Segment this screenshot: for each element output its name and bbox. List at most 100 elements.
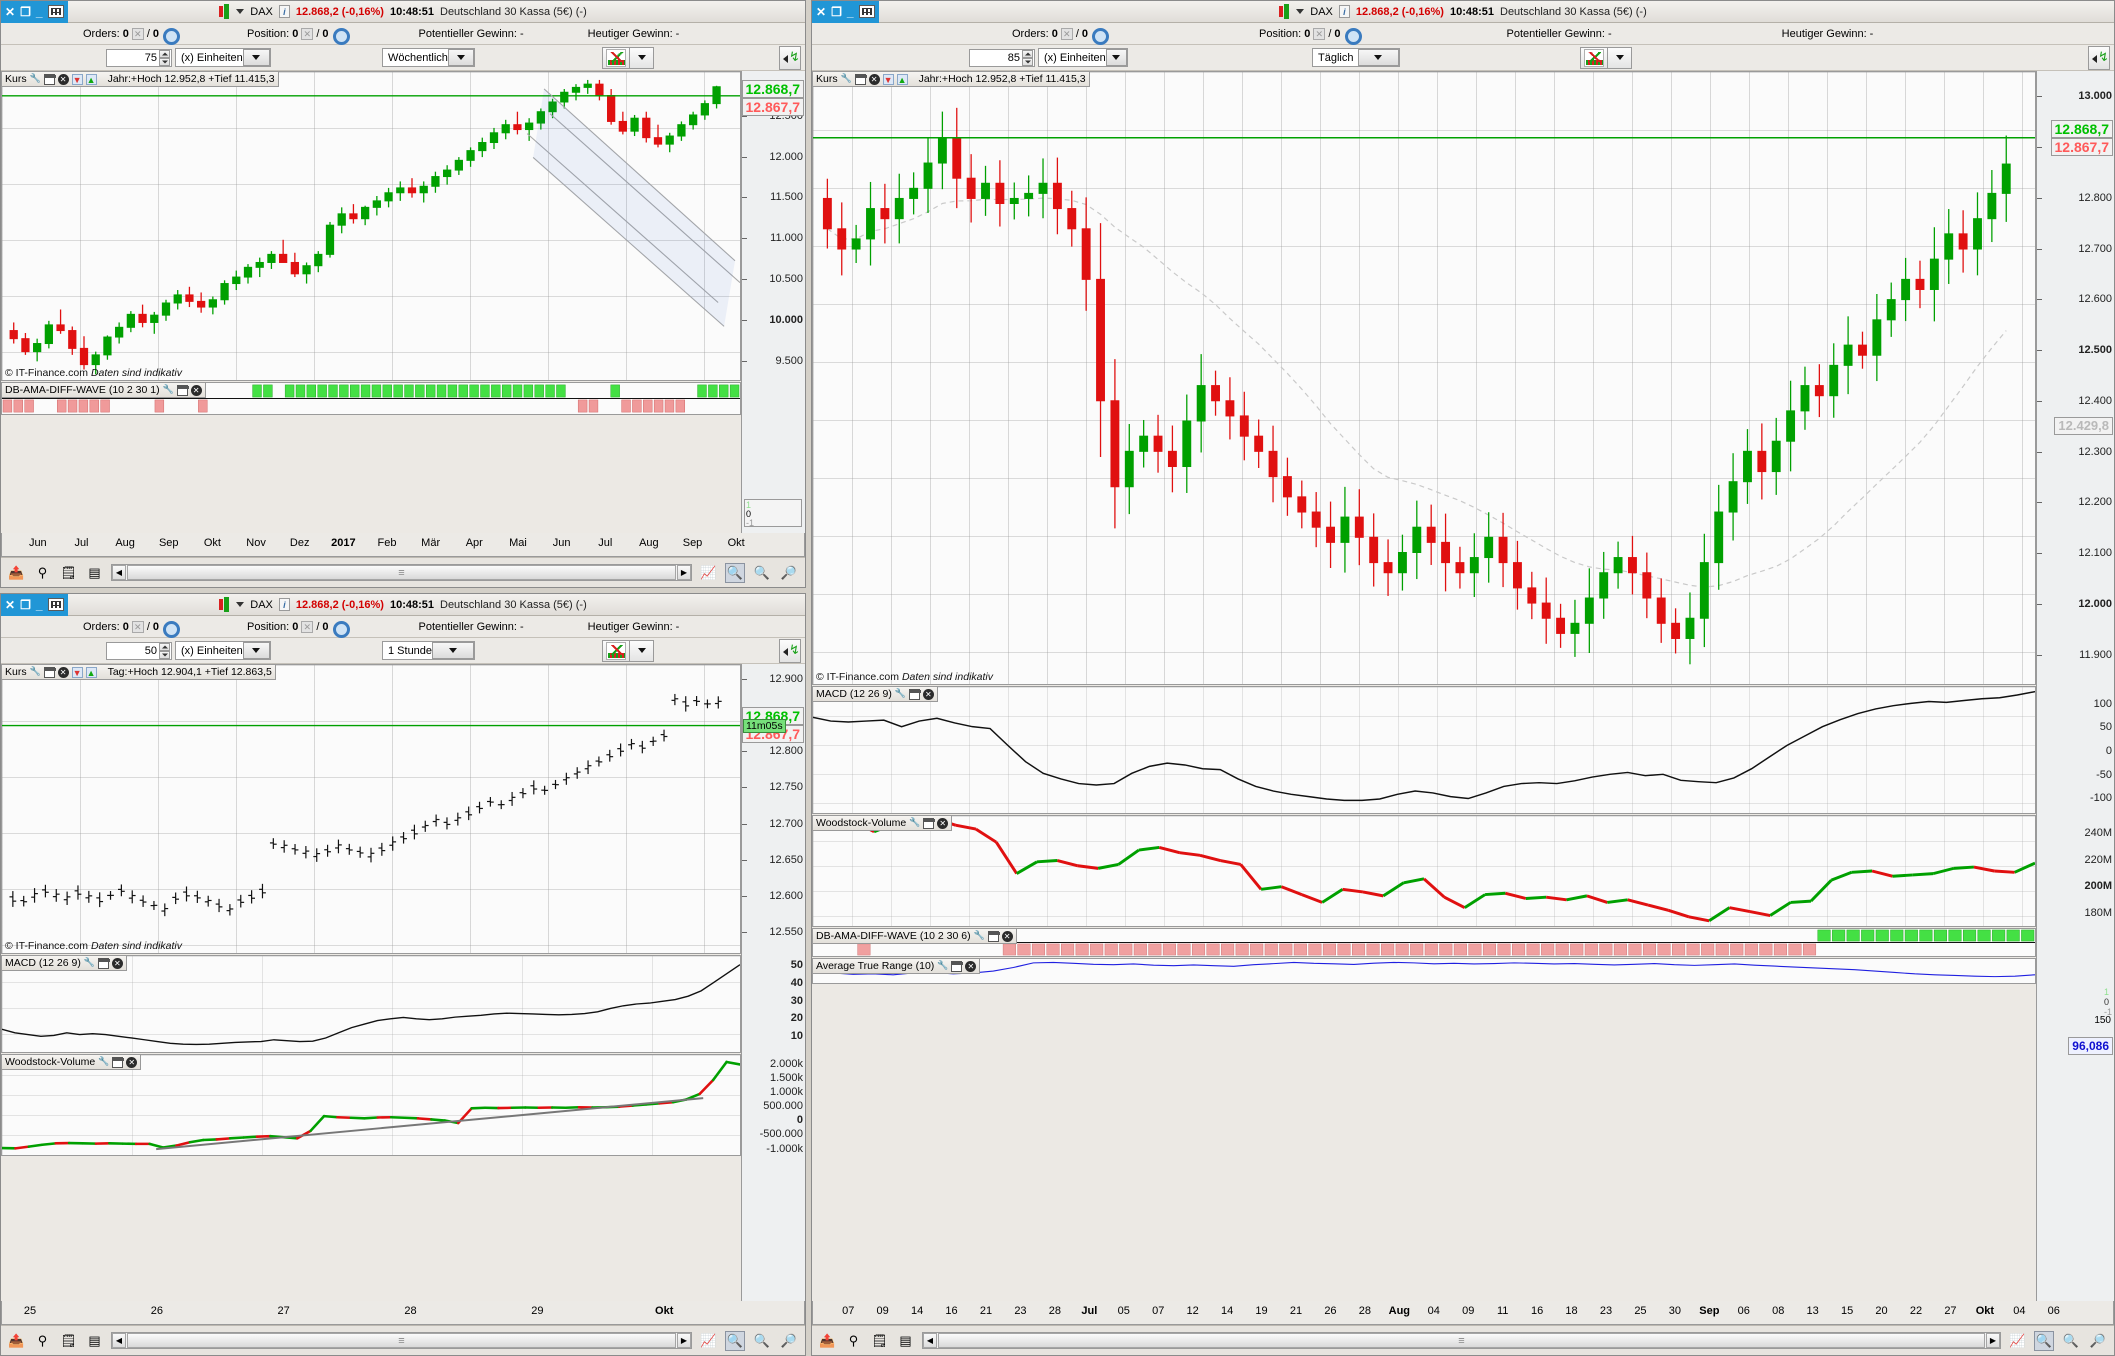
settings-wrench-icon[interactable]	[84, 957, 95, 969]
add-indicator-button[interactable]	[1580, 46, 1608, 69]
timeframe-select[interactable]: Wöchentlich	[382, 48, 475, 67]
close-icon[interactable]	[57, 666, 69, 678]
info-icon[interactable]: i	[278, 598, 290, 611]
units-stepper[interactable]	[106, 641, 172, 660]
close-icon[interactable]	[1001, 930, 1013, 942]
units-spin-arrows[interactable]	[159, 642, 170, 659]
close-icon[interactable]	[922, 688, 934, 700]
add-indicator-button[interactable]	[602, 639, 630, 662]
hourly-macd-pane[interactable]: MACD (12 26 9)	[1, 955, 741, 1053]
window-icon[interactable]	[176, 384, 189, 396]
chevron-down-icon[interactable]	[1105, 49, 1127, 66]
weekly-price-pane[interactable]: Kurs Jahr:+Hoch 12.952,8 +Tief 11.415,3	[1, 71, 741, 381]
window-icon[interactable]	[987, 930, 1000, 942]
hourly-time-axis[interactable]: 25 26 27 28 29 Okt	[1, 1301, 805, 1325]
chevron-down-icon[interactable]	[432, 642, 474, 659]
indicator-dropdown-button[interactable]	[630, 639, 654, 662]
layers-icon[interactable]: ▤	[88, 1332, 101, 1348]
scrollbar-thumb[interactable]: ≡	[127, 565, 676, 580]
daily-atr-pane[interactable]: Average True Range (10)	[812, 958, 2036, 984]
gear-icon[interactable]	[1091, 27, 1109, 45]
units-stepper[interactable]	[969, 48, 1035, 67]
units-spin-arrows[interactable]	[1022, 49, 1033, 66]
settings-wrench-icon[interactable]	[163, 384, 174, 396]
window-icon[interactable]	[908, 688, 921, 700]
window-icon[interactable]	[43, 666, 56, 678]
close-icon[interactable]	[190, 384, 202, 396]
scroll-left-icon[interactable]: ◀	[923, 1333, 937, 1348]
units-type-select[interactable]: (x) Einheiten	[1038, 48, 1128, 67]
vertical-splitter[interactable]	[806, 0, 811, 1356]
info-icon[interactable]: i	[278, 5, 290, 18]
window-icon[interactable]	[112, 1056, 125, 1068]
scroll-right-icon[interactable]: ▶	[677, 1333, 691, 1348]
layers-icon[interactable]: ▤	[899, 1332, 912, 1348]
zoom-out-icon[interactable]: 🔍	[753, 1332, 771, 1348]
settings-wrench-icon[interactable]	[30, 666, 41, 678]
zoom-fit-icon[interactable]: 🔍	[725, 562, 745, 583]
list-icon[interactable]: 🗒	[60, 1332, 77, 1348]
chevron-down-icon[interactable]	[242, 642, 270, 659]
draw-icon[interactable]: 📈	[700, 564, 717, 580]
gear-icon[interactable]	[332, 27, 350, 45]
zoom-in-icon[interactable]: 🔎	[780, 1332, 798, 1348]
units-spin-arrows[interactable]	[159, 49, 170, 66]
export-icon[interactable]: 📤	[819, 1332, 836, 1348]
weekly-wave-pane[interactable]: DB-AMA-DIFF-WAVE (10 2 30 1)	[1, 382, 741, 415]
settings-wrench-icon[interactable]	[895, 688, 906, 700]
scrollbar-thumb[interactable]: ≡	[938, 1333, 1985, 1348]
list-icon[interactable]: 🗒	[871, 1332, 888, 1348]
scrollbar-thumb[interactable]: ≡	[127, 1333, 676, 1348]
window-icon[interactable]	[43, 73, 56, 85]
settings-wrench-icon[interactable]	[98, 1056, 109, 1068]
info-icon[interactable]: i	[1338, 5, 1350, 18]
chevron-down-icon[interactable]	[236, 602, 245, 607]
close-icon[interactable]	[937, 817, 949, 829]
scroll-left-icon[interactable]: ◀	[112, 565, 126, 580]
daily-price-axis[interactable]: 13.00012.90012.80012.70012.60012.50012.4…	[2036, 71, 2114, 1301]
weekly-time-axis[interactable]: Jun Jul Aug Sep Okt Nov Dez 2017 Feb Mär Apr Mai Jun…	[1, 533, 805, 557]
zoom-in-icon[interactable]: 🔎	[2089, 1332, 2107, 1348]
add-indicator-button[interactable]	[602, 46, 630, 69]
move-down-icon[interactable]	[71, 73, 83, 85]
settings-wrench-icon[interactable]	[841, 73, 852, 85]
alert-button[interactable]	[779, 46, 801, 70]
alert-button[interactable]	[2088, 46, 2110, 70]
units-stepper[interactable]	[106, 48, 172, 67]
close-icon[interactable]	[126, 1056, 138, 1068]
daily-price-pane[interactable]: Kurs Jahr:+Hoch 12.952,8 +Tief 11.415,3	[812, 71, 2036, 685]
orders-cancel-icon[interactable]: ✕	[131, 27, 144, 40]
maximize-icon[interactable]: ❐	[20, 4, 31, 19]
gear-icon[interactable]	[1344, 27, 1362, 45]
weekly-window-controls[interactable]: ✕ ❐ _	[1, 0, 68, 23]
close-icon[interactable]: ✕	[5, 597, 16, 612]
daily-wave-pane[interactable]: DB-AMA-DIFF-WAVE (10 2 30 6)	[812, 928, 2036, 957]
daily-window-controls[interactable]: ✕ ❐ _	[812, 0, 879, 23]
chevron-down-icon[interactable]	[447, 49, 474, 66]
weekly-horizontal-scrollbar[interactable]: ◀ ≡ ▶	[111, 564, 692, 581]
scroll-right-icon[interactable]: ▶	[1986, 1333, 2000, 1348]
close-icon[interactable]: ✕	[5, 4, 16, 19]
window-icon[interactable]	[951, 960, 964, 972]
hourly-volume-pane[interactable]: Woodstock-Volume	[1, 1054, 741, 1156]
indicator-dropdown-button[interactable]	[1608, 46, 1632, 69]
units-type-select[interactable]: (x) Einheiten	[175, 48, 271, 67]
keyboard-icon[interactable]	[858, 5, 875, 18]
draw-icon[interactable]: 📈	[2009, 1332, 2026, 1348]
move-up-icon[interactable]	[85, 73, 97, 85]
daily-time-axis[interactable]: 07 09 14 16 21 23 28 Jul 05 07 12 14 19 21 26 28 Aug 04 09…	[812, 1301, 2114, 1325]
units-input[interactable]	[111, 51, 157, 64]
zoom-out-icon[interactable]: 🔍	[753, 564, 771, 580]
settings-wrench-icon[interactable]	[974, 930, 985, 942]
hourly-horizontal-scrollbar[interactable]: ◀ ≡ ▶	[111, 1332, 692, 1349]
position-close-icon[interactable]: ✕	[301, 620, 314, 633]
settings-wrench-icon[interactable]	[30, 73, 41, 85]
hourly-price-axis[interactable]: 12.90012.85012.80012.75012.70012.65012.6…	[741, 664, 805, 1301]
close-icon[interactable]	[868, 73, 880, 85]
orders-cancel-icon[interactable]: ✕	[1060, 27, 1073, 40]
layers-icon[interactable]: ▤	[88, 564, 101, 580]
orders-cancel-icon[interactable]: ✕	[131, 620, 144, 633]
move-up-icon[interactable]	[896, 73, 908, 85]
settings-wrench-icon[interactable]	[937, 960, 948, 972]
zoom-fit-icon[interactable]: 🔍	[725, 1330, 745, 1351]
